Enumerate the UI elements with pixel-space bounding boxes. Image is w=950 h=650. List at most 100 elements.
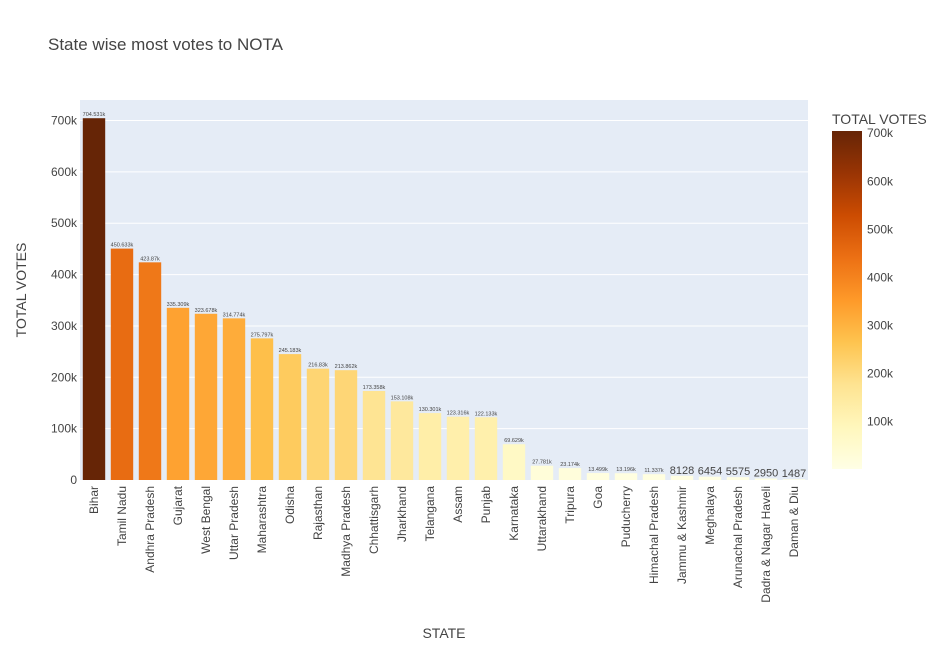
x-tick-label: Jharkhand	[395, 486, 409, 542]
x-tick-label: Madhya Pradesh	[339, 486, 353, 577]
bar-data-label: 275.797k	[251, 332, 274, 338]
chart-title: State wise most votes to NOTA	[48, 35, 284, 54]
bar-data-label: 6454	[698, 466, 722, 478]
x-tick-label: Bihar	[87, 486, 101, 514]
bar	[334, 370, 358, 480]
colorbar-tick-label: 200k	[867, 367, 894, 381]
colorbar-title: TOTAL VOTES	[832, 111, 927, 127]
bar	[446, 416, 470, 480]
y-tick-label: 100k	[51, 422, 78, 436]
bar	[670, 475, 694, 480]
x-axis-title: STATE	[422, 625, 465, 641]
y-axis-title: TOTAL VOTES	[13, 243, 29, 338]
colorbar-tick-label: 500k	[867, 222, 894, 236]
y-tick-label: 600k	[51, 165, 78, 179]
bar	[250, 338, 274, 480]
x-tick-label: Daman & Diu	[787, 486, 801, 557]
bar-data-label: 11.337k	[644, 468, 663, 474]
x-tick-label: Andhra Pradesh	[143, 486, 157, 573]
bar	[306, 368, 330, 480]
bar	[110, 248, 134, 480]
x-tick-label: Dadra & Nagar Haveli	[759, 486, 773, 603]
bar-data-label: 13.196k	[616, 467, 636, 473]
y-tick-label: 400k	[51, 268, 78, 282]
bar-data-label: 213.862k	[335, 364, 358, 370]
bar-data-label: 704.531k	[83, 112, 106, 118]
bar	[698, 476, 722, 480]
bar-data-label: 13.499k	[588, 467, 608, 473]
x-tick-label: Uttar Pradesh	[227, 486, 241, 560]
x-tick-label: Uttarakhand	[535, 486, 549, 551]
bar-data-label: 123.316k	[447, 411, 470, 417]
bar	[754, 478, 778, 480]
bar-data-label: 323.678k	[195, 308, 218, 314]
bar	[614, 473, 638, 480]
colorbar-tick-label: 100k	[867, 415, 894, 429]
bars	[82, 118, 806, 481]
bar	[82, 118, 106, 481]
bar	[362, 390, 386, 480]
bar	[642, 474, 666, 480]
bar-data-label: 153.108k	[391, 395, 414, 401]
colorbar-gradient	[832, 131, 862, 469]
bar-data-label: 8128	[670, 465, 694, 477]
colorbar-tick-label: 300k	[867, 318, 894, 332]
bar-data-label: 1487	[782, 468, 806, 480]
colorbar-tick-label: 400k	[867, 270, 894, 284]
x-tick-label: Punjab	[479, 486, 493, 524]
x-tick-label: Himachal Pradesh	[647, 486, 661, 584]
x-tick-label: West Bengal	[199, 486, 213, 554]
bar-data-label: 2950	[754, 467, 778, 479]
x-tick-label: Assam	[451, 486, 465, 523]
bar-data-label: 122.133k	[475, 411, 498, 417]
bar	[278, 354, 302, 480]
y-tick-label: 200k	[51, 370, 78, 384]
bar	[166, 307, 190, 480]
colorbar-tick-label: 600k	[867, 174, 894, 188]
bar	[222, 318, 246, 480]
bar-data-label: 27.781k	[532, 460, 552, 466]
bar-data-label: 5575	[726, 466, 750, 478]
x-tick-label: Gujarat	[171, 485, 185, 525]
y-tick-label: 300k	[51, 319, 78, 333]
colorbar: TOTAL VOTES 100k 200k 300k 400k 500k 600k 700k	[832, 111, 927, 469]
x-axis-ticks: Bihar Tamil Nadu Andhra Pradesh Gujarat West…	[87, 485, 801, 602]
x-tick-label: Jammu & Kashmir	[675, 486, 689, 584]
colorbar-ticks: 100k 200k 300k 400k 500k 600k 700k	[867, 126, 894, 428]
x-tick-label: Karnataka	[507, 486, 521, 541]
x-tick-label: Odisha	[283, 486, 297, 524]
x-tick-label: Puducherry	[619, 486, 633, 547]
bar-data-label: 216.83k	[308, 363, 328, 369]
x-tick-label: Chhattisgarh	[367, 486, 381, 554]
bar	[194, 313, 218, 480]
x-tick-label: Maharashtra	[255, 486, 269, 554]
x-tick-label: Rajasthan	[311, 486, 325, 540]
bar-data-label: 130.301k	[419, 407, 442, 413]
bar-data-label: 450.633k	[111, 243, 134, 249]
bar	[782, 479, 806, 480]
bar	[418, 413, 442, 480]
x-tick-label: Tripura	[563, 486, 577, 524]
colorbar-tick-label: 700k	[867, 126, 894, 140]
x-tick-label: Goa	[591, 486, 605, 509]
bar	[390, 401, 414, 480]
bar	[586, 473, 610, 480]
bar-data-label: 173.358k	[363, 385, 386, 391]
bar-data-label: 423.87k	[140, 256, 160, 262]
x-tick-label: Telangana	[423, 486, 437, 542]
bar	[558, 468, 582, 480]
y-tick-label: 0	[70, 473, 77, 487]
bar-data-label: 314.774k	[223, 312, 246, 318]
bar-data-label: 69.629k	[504, 438, 524, 444]
bar	[474, 417, 498, 480]
bar	[530, 465, 554, 480]
bar-data-label: 23.174k	[560, 462, 580, 468]
bar-data-label: 245.183k	[279, 348, 302, 354]
x-tick-label: Meghalaya	[703, 486, 717, 545]
bar-data-label: 335.309k	[167, 302, 190, 308]
bar	[502, 444, 526, 480]
y-tick-label: 700k	[51, 114, 78, 128]
bar-labels: 704.531k 450.633k 423.87k 335.309k 323.678k 3…	[83, 112, 807, 480]
y-tick-label: 500k	[51, 216, 78, 230]
